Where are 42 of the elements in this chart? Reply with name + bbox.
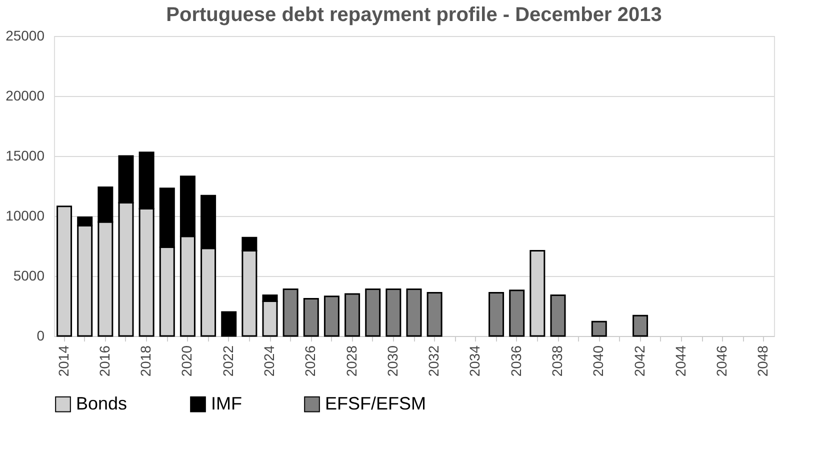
x-tick-label: 2028 [343,345,360,377]
x-tick-label: 2042 [631,345,648,377]
y-tick-label: 0 [36,328,45,344]
x-tick-label: 2036 [508,345,524,377]
x-tick-label: 2018 [138,345,154,377]
bar [426,292,442,337]
x-tick-label: 2034 [466,345,483,377]
bar [324,296,340,337]
bar [221,311,237,337]
bar [591,320,607,337]
bar [509,290,525,337]
bar [386,288,402,337]
x-tick-label: 2016 [96,345,112,377]
x-tick-label: 2022 [220,345,236,377]
y-tick-label: 10000 [6,208,45,224]
bar [344,293,360,337]
legend-label: IMF [211,393,242,414]
y-tick-label: 15000 [6,148,45,164]
x-tick-label: 2032 [426,345,442,377]
bar [406,288,422,337]
bar [303,298,319,337]
legend-label: EFSF/EFSM [325,393,426,414]
x-tick-label: 2044 [672,345,688,377]
y-tick-label: 5000 [13,268,45,284]
bar [282,288,298,337]
bar [365,288,381,337]
x-tick-label: 2020 [178,345,195,377]
chart-title: Portuguese debt repayment profile - December 2013 [166,4,662,26]
y-tick-label: 25000 [6,28,45,44]
x-tick-label: 2048 [754,345,771,377]
x-tick-label: 2038 [549,345,565,377]
x-tick-label: 2030 [384,345,400,377]
bar [632,314,648,337]
bar [488,292,504,337]
x-tick-label: 2026 [302,345,318,377]
x-tick-label: 2040 [590,345,606,377]
y-tick-label: 20000 [6,88,45,104]
legend-label: Bonds [76,393,128,414]
bar [550,294,566,337]
x-tick-label: 2024 [261,345,277,377]
x-tick-label: 2046 [714,345,730,377]
x-tick-label: 2014 [55,345,72,377]
